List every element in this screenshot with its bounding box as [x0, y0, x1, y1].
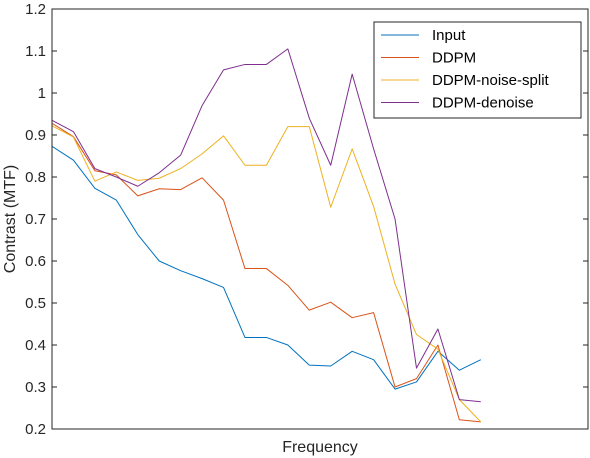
- y-tick-label: 0.2: [25, 421, 46, 438]
- y-tick-label: 1: [38, 85, 46, 102]
- legend-label-3: DDPM-noise-split: [432, 72, 550, 89]
- y-tick-label: 0.6: [25, 253, 46, 270]
- y-tick-label: 1.2: [25, 1, 46, 18]
- y-tick-label: 0.9: [25, 127, 46, 144]
- series-layer: [52, 48, 482, 423]
- y-tick-label: 0.3: [25, 379, 46, 396]
- series-line-1: [52, 145, 482, 390]
- y-tick-label: 1.1: [25, 43, 46, 60]
- legend: Input DDPM DDPM-noise-split DDPM-denoise: [373, 21, 582, 119]
- y-tick-label: 0.4: [25, 337, 46, 354]
- y-tick-label: 0.5: [25, 295, 46, 312]
- y-ticks: 0.2 0.3 0.4 0.5 0.6 0.7 0.8 0.9 1 1.1 1.2: [25, 1, 588, 438]
- legend-label-2: DDPM: [432, 50, 476, 67]
- series-line-4: [52, 48, 481, 403]
- legend-label-4: DDPM-denoise: [432, 95, 534, 112]
- x-axis-label: Frequency: [282, 439, 358, 456]
- y-tick-label: 0.7: [25, 211, 46, 228]
- series-line-2: [52, 122, 481, 423]
- y-tick-label: 0.8: [25, 169, 46, 186]
- y-axis-label: Contrast (MTF): [2, 165, 19, 273]
- legend-label-1: Input: [432, 27, 466, 44]
